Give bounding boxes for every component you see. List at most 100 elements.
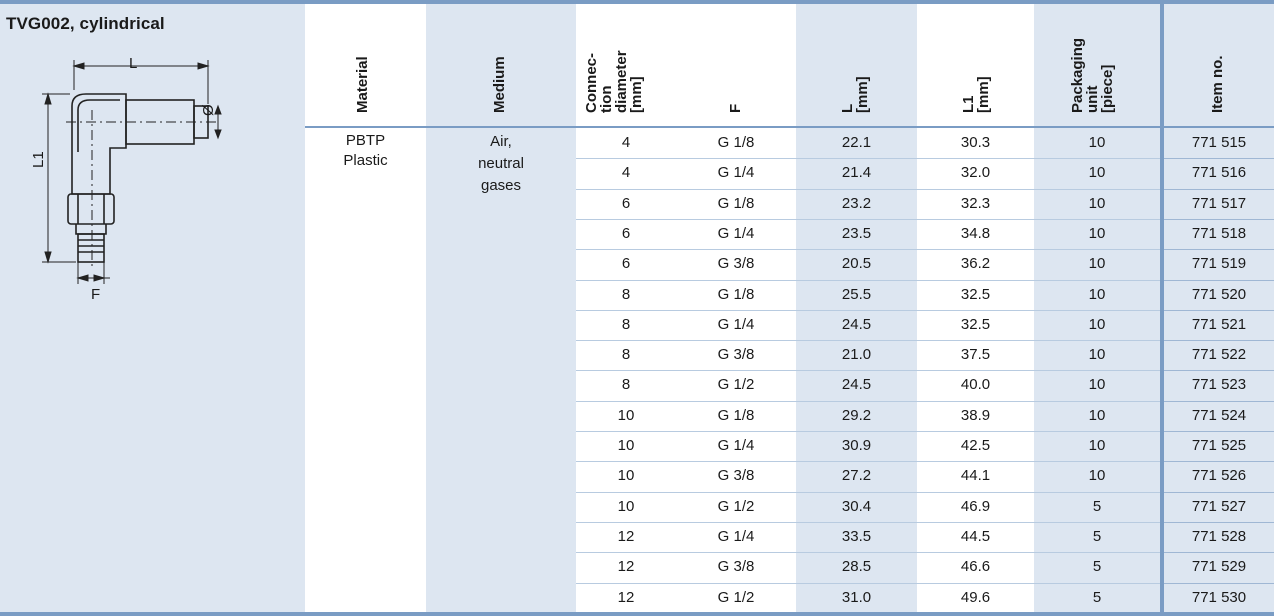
- l-cell: 23.5: [841, 224, 872, 242]
- l-column-bg: [796, 4, 917, 612]
- row-rule-item: [1164, 158, 1274, 160]
- product-title: TVG002, cylindrical: [6, 14, 165, 33]
- f-cell: G 3/8: [717, 467, 755, 485]
- l1-cell: 34.8: [960, 224, 991, 242]
- row-rule: [576, 188, 1160, 190]
- f-cell: G 1/8: [717, 194, 755, 212]
- item-cell: 771 528: [1191, 527, 1247, 545]
- l1-cell: 40.0: [960, 376, 991, 394]
- medium-line1: Air,: [490, 133, 512, 150]
- connection-cell: 6: [621, 224, 631, 242]
- item-cell: 771 524: [1191, 406, 1247, 424]
- packaging-cell: 10: [1088, 164, 1106, 182]
- header-packaging-line2: unit: [1084, 85, 1101, 114]
- header-f: F: [676, 4, 796, 126]
- f-cell: G 1/4: [717, 437, 755, 454]
- row-rule-item: [1164, 400, 1274, 402]
- connection-cell: 8: [621, 315, 631, 333]
- fitting-drawing: [42, 60, 222, 284]
- item-cell: 771 530: [1191, 588, 1247, 606]
- row-rule: [576, 582, 1160, 584]
- header-connection-line2: tion: [598, 85, 615, 114]
- l-cell: 28.5: [841, 558, 872, 576]
- packaging-cell: 10: [1088, 467, 1106, 485]
- packaging-cell: 5: [1092, 558, 1102, 576]
- row-rule: [576, 521, 1160, 523]
- item-cell: 771 529: [1191, 558, 1247, 576]
- dim-label-diameter: Ø: [200, 104, 217, 116]
- l-cell: 25.5: [841, 285, 872, 303]
- row-rule: [576, 279, 1160, 281]
- medium-cell: Air, neutral gases: [426, 131, 576, 197]
- l1-cell: 32.3: [960, 194, 991, 212]
- connection-cell: 12: [617, 588, 635, 606]
- l1-cell: 32.0: [960, 164, 991, 182]
- header-l1: L1 [mm]: [917, 4, 1034, 126]
- header-packaging-line3: [piece]: [1099, 64, 1116, 113]
- f-cell: G 1/2: [717, 376, 755, 394]
- l-cell: 20.5: [841, 255, 872, 273]
- l1-cell: 42.5: [960, 437, 991, 454]
- l1-cell: 44.5: [960, 527, 991, 545]
- medium-line2: neutral: [478, 155, 524, 172]
- row-rule: [576, 431, 1160, 432]
- row-rule: [576, 158, 1160, 160]
- medium-column-bg: [426, 4, 576, 612]
- l-cell: 31.0: [841, 588, 872, 606]
- row-rule: [576, 552, 1160, 554]
- l1-cell: 46.6: [960, 558, 991, 576]
- l1-cell: 38.9: [960, 406, 991, 424]
- row-rule: [576, 218, 1160, 220]
- header-rule: [305, 126, 1274, 128]
- row-rule-item: [1164, 218, 1274, 220]
- f-cell: G 3/8: [717, 255, 755, 273]
- row-rule-item: [1164, 370, 1274, 372]
- l1-cell: 32.5: [960, 285, 991, 303]
- product-panel: TVG002, cylindrical: [0, 4, 305, 612]
- medium-line3: gases: [480, 177, 522, 194]
- packaging-cell: 10: [1088, 406, 1106, 424]
- row-rule-item: [1164, 431, 1274, 432]
- header-item-label: Item no.: [1209, 55, 1226, 113]
- packaging-cell: 5: [1092, 588, 1102, 606]
- l1-cell: 37.5: [960, 346, 991, 364]
- f-cell: G 1/4: [717, 164, 755, 182]
- header-packaging: Packaging unit [piece]: [1034, 4, 1160, 126]
- header-item: Item no.: [1164, 4, 1274, 126]
- header-f-label: F: [727, 103, 744, 113]
- item-cell: 771 520: [1191, 285, 1247, 303]
- header-l: L [mm]: [796, 4, 917, 126]
- row-rule: [576, 400, 1160, 402]
- header-material: Material: [305, 4, 426, 126]
- connection-cell: 8: [621, 376, 631, 394]
- item-column-divider: [1160, 4, 1164, 612]
- connection-cell: 8: [621, 346, 631, 364]
- l-cell: 24.5: [841, 376, 872, 394]
- item-cell: 771 515: [1191, 134, 1247, 151]
- f-cell: G 3/8: [717, 558, 755, 576]
- f-cell: G 1/4: [717, 315, 755, 333]
- f-cell: G 1/2: [717, 588, 755, 606]
- f-cell: G 1/2: [717, 497, 755, 515]
- header-l-line1: L: [839, 103, 856, 113]
- header-l1-line2: [mm]: [975, 76, 992, 113]
- row-rule-item: [1164, 309, 1274, 311]
- material-line2: Plastic: [343, 152, 388, 169]
- row-rule-item: [1164, 552, 1274, 554]
- row-rule: [576, 370, 1160, 372]
- material-line1: PBTP: [345, 132, 386, 149]
- header-medium-label: Medium: [491, 56, 508, 113]
- dim-label-f: F: [91, 286, 101, 303]
- f-cell: G 1/4: [717, 224, 755, 242]
- header-connection-line3: diameter: [613, 50, 630, 113]
- connection-cell: 10: [617, 467, 635, 485]
- item-cell: 771 522: [1191, 346, 1247, 364]
- connection-cell: 4: [621, 164, 631, 182]
- l-cell: 21.4: [841, 164, 872, 182]
- item-cell: 771 521: [1191, 315, 1247, 333]
- header-packaging-line1: Packaging: [1069, 37, 1086, 113]
- connection-cell: 6: [621, 255, 631, 273]
- connection-cell: 10: [617, 406, 635, 424]
- packaging-cell: 10: [1088, 255, 1106, 273]
